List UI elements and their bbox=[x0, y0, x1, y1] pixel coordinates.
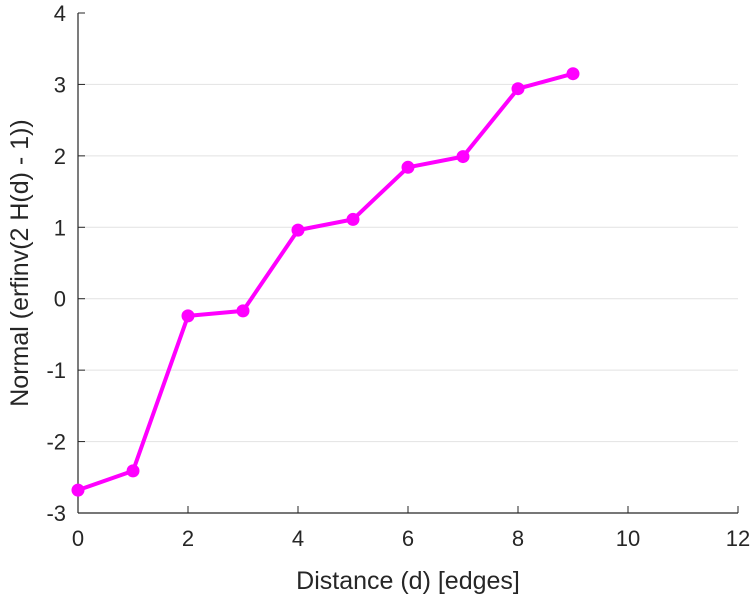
data-point bbox=[346, 212, 360, 226]
x-tick-label: 0 bbox=[72, 526, 84, 551]
x-tick-label: 10 bbox=[616, 526, 640, 551]
data-point bbox=[511, 82, 525, 96]
series-layer bbox=[71, 67, 580, 497]
y-tick-label: 2 bbox=[54, 144, 66, 169]
x-tick-label: 4 bbox=[292, 526, 304, 551]
x-tick-label: 2 bbox=[182, 526, 194, 551]
data-point bbox=[566, 67, 580, 81]
series-line bbox=[76, 71, 575, 493]
grid-lines bbox=[78, 83, 738, 443]
x-tick-label: 8 bbox=[512, 526, 524, 551]
data-point bbox=[236, 304, 250, 318]
x-tick-label: 6 bbox=[402, 526, 414, 551]
plot-background bbox=[78, 13, 738, 513]
y-tick-label: 1 bbox=[54, 215, 66, 240]
y-tick-label: -2 bbox=[46, 430, 66, 455]
data-point bbox=[456, 150, 470, 164]
y-tick-label: 3 bbox=[54, 72, 66, 97]
axes bbox=[77, 12, 739, 514]
data-point bbox=[181, 309, 195, 323]
data-point bbox=[71, 483, 85, 497]
x-tick-label: 12 bbox=[726, 526, 750, 551]
data-point bbox=[291, 223, 305, 237]
y-tick-label: -1 bbox=[46, 358, 66, 383]
x-axis-label: Distance (d) [edges] bbox=[296, 567, 520, 595]
y-tick-label: -3 bbox=[46, 501, 66, 526]
data-point bbox=[401, 160, 415, 174]
y-tick-label: 4 bbox=[54, 1, 66, 26]
data-point bbox=[126, 464, 140, 478]
y-tick-label: 0 bbox=[54, 287, 66, 312]
y-axis-label: Normal (erfinv(2 H(d) - 1)) bbox=[6, 119, 34, 407]
